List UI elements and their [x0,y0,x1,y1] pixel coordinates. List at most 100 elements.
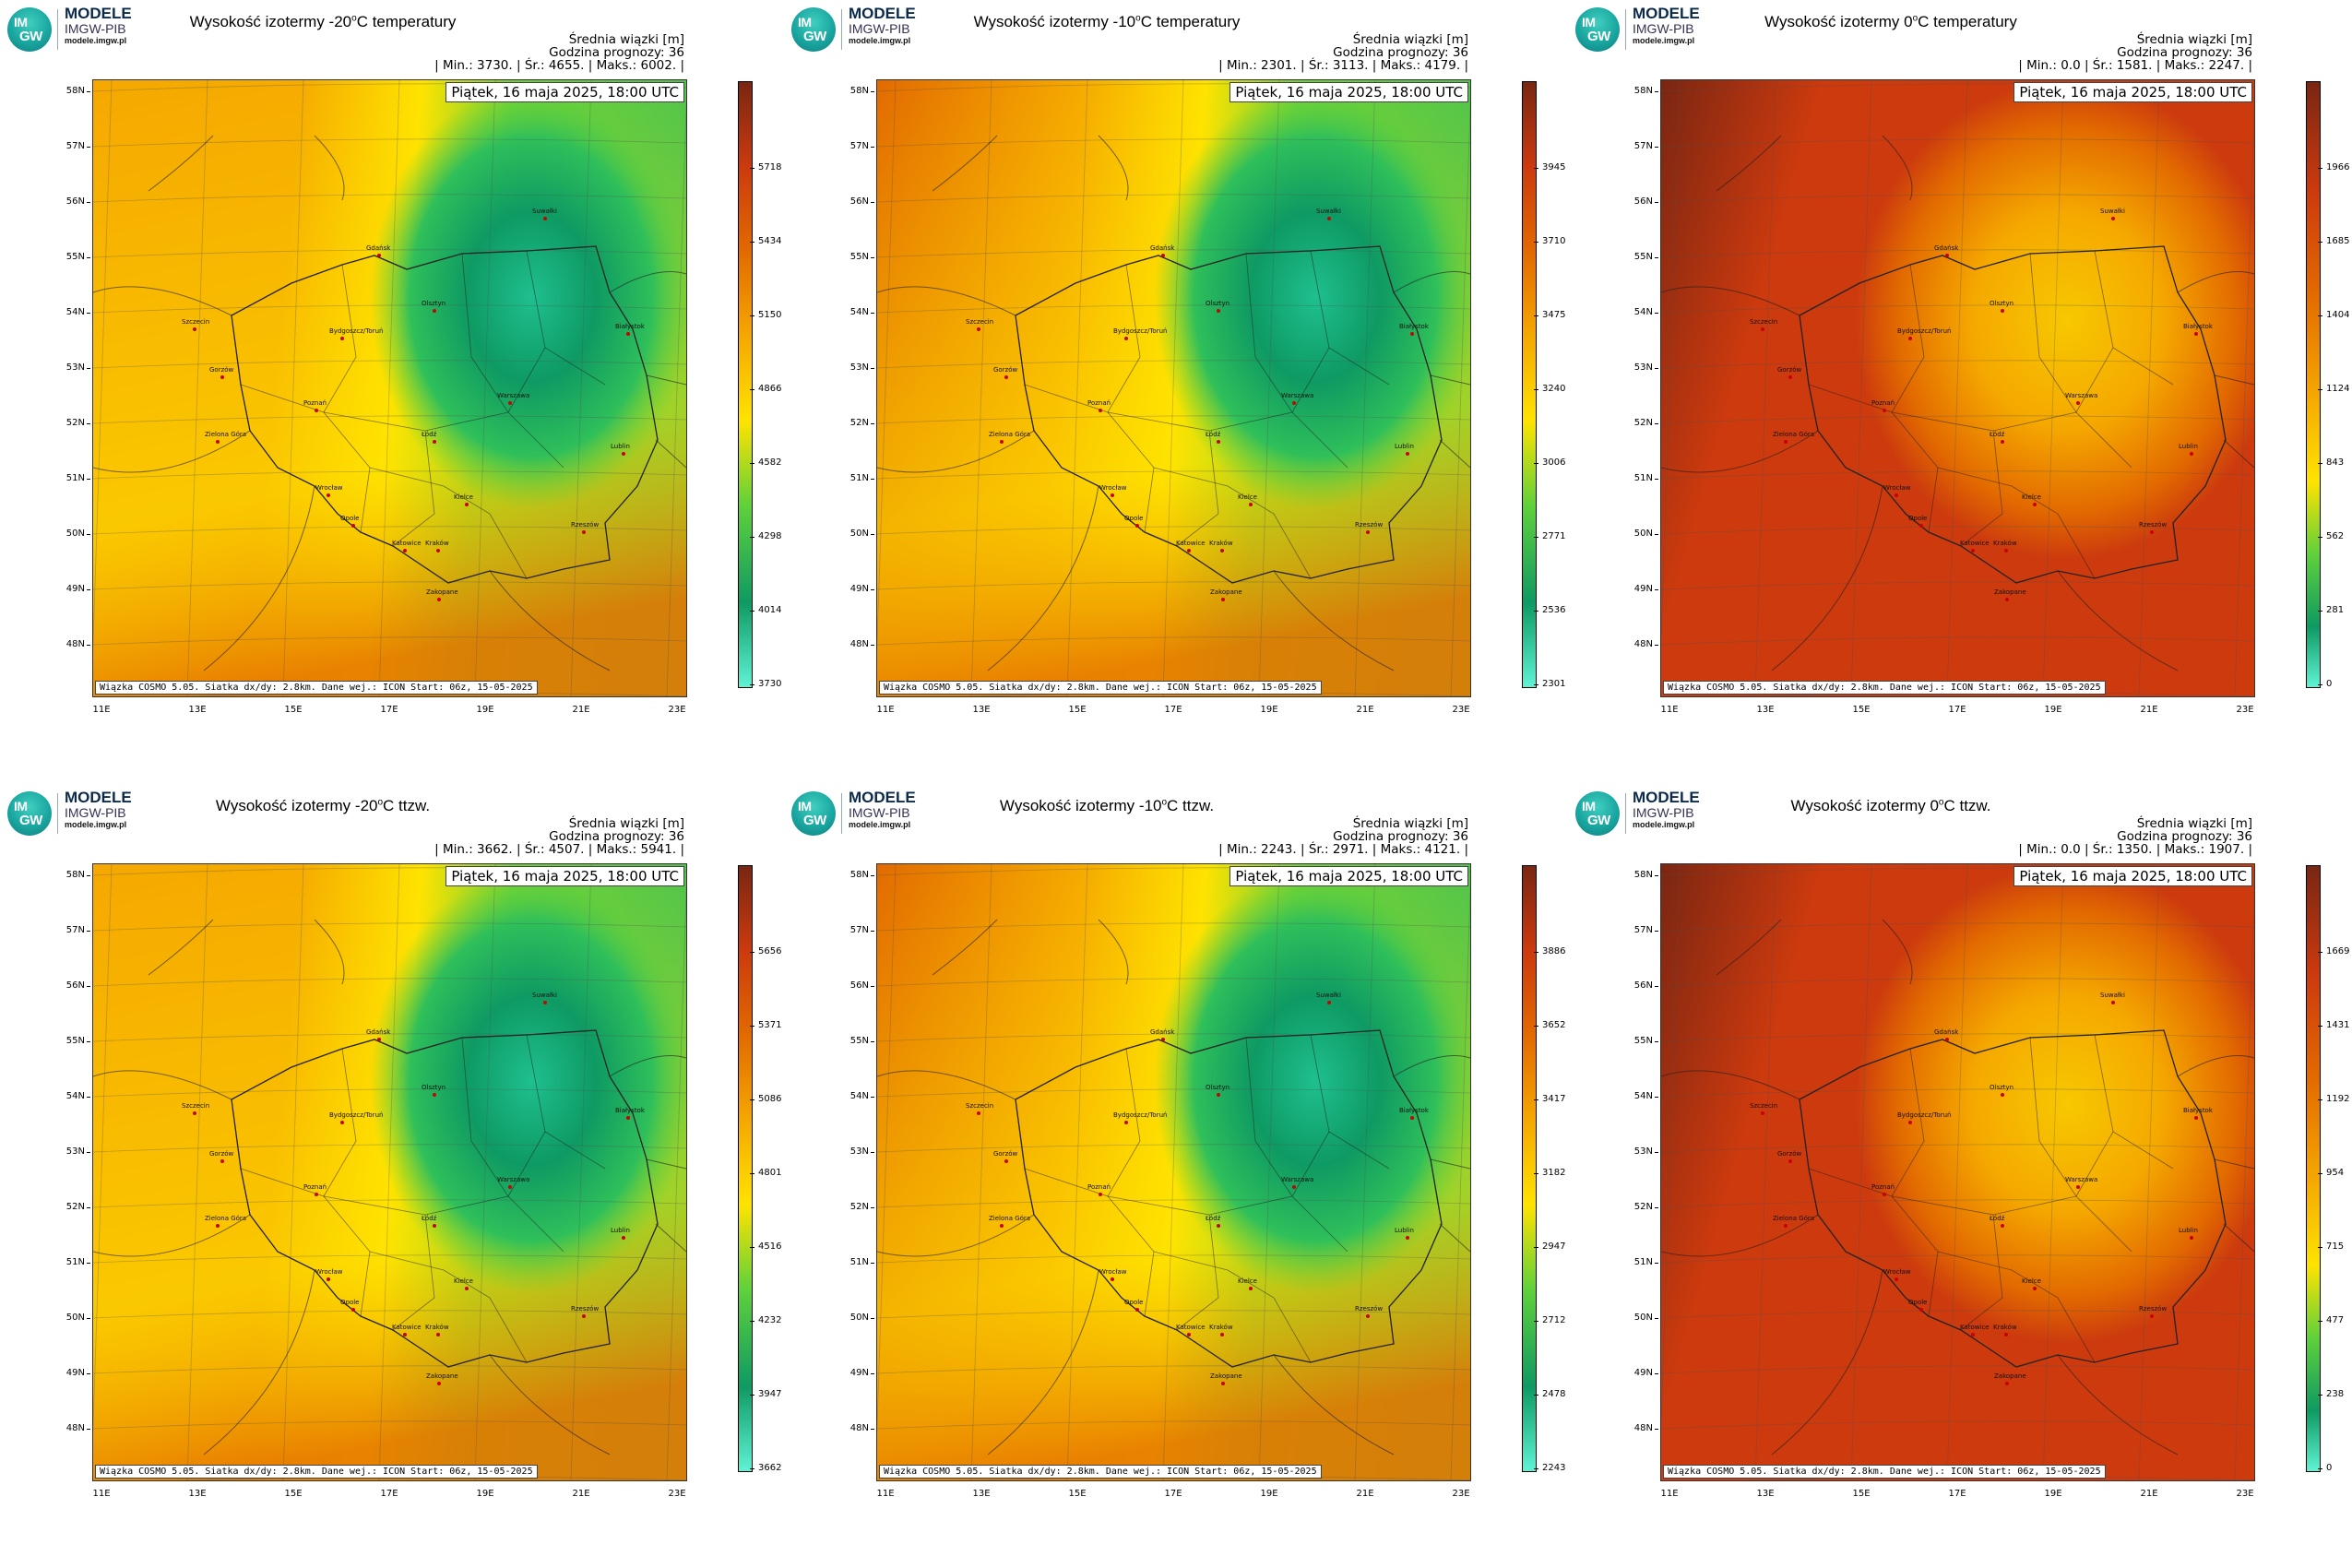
city-label: Suwałki [1316,992,1341,999]
latitude-label: 57N [836,141,874,151]
city-label: Rzeszów [571,521,600,529]
parallel-line [93,415,686,424]
colorbar-tick: 3662 [749,1463,782,1473]
city-marker [543,217,547,220]
latitude-label: 54N [52,1091,90,1101]
colorbar [2306,865,2321,1472]
meridian-line [282,80,304,696]
city-marker [1099,409,1102,412]
city-label: Poznań [303,399,327,407]
colorbar-tick: 2301 [1533,679,1566,689]
city-marker [1292,1185,1296,1189]
logo-divider [57,793,58,834]
province-border [392,430,435,547]
city-label: Katowice [392,1324,422,1331]
parallel-line [1661,1199,2254,1208]
city-marker [1784,440,1788,444]
stats-block: Średnia wiązki [m] Godzina prognozy: 36 | … [2018,817,2252,856]
city-label: Bydgoszcz/Toruń [329,1111,384,1119]
forecast-date: Piątek, 16 maja 2025, 18:00 UTC [1229,82,1468,102]
mean-label: Średnia wiązki [m] [2136,32,2252,47]
latitude-label: 54N [1620,1091,1658,1101]
city-label: Opole [1124,515,1144,522]
province-border [507,347,546,413]
longitude-label: 15E [1068,705,1087,715]
city-marker [1883,1193,1886,1196]
latitude-label: 50N [836,529,874,539]
country-border [1661,430,1819,473]
longitude-label: 17E [380,705,398,715]
colorbar-tick: 2947 [1533,1241,1566,1252]
logo-url: modele.imgw.pl [1633,820,1695,829]
meridian-line [1850,80,1872,696]
parallel-line [877,1254,1470,1264]
logo-divider [57,9,58,50]
province-border [1176,1214,1219,1331]
longitude-label: 13E [972,705,991,715]
colorbar-tick: 477 [2317,1315,2345,1325]
city-marker [2005,1382,2009,1385]
city-marker [327,1277,330,1281]
city-label: Szczecin [1750,1102,1778,1110]
latitude-label: 53N [52,1146,90,1157]
colorbar-tick: 3886 [1533,946,1566,956]
forecast-date: Piątek, 16 maja 2025, 18:00 UTC [445,866,684,886]
city-marker [1111,493,1114,497]
longitude-label: 13E [1756,1489,1775,1499]
longitude-label: 23E [668,705,686,715]
longitude-label: 13E [188,705,207,715]
city-marker [1908,337,1912,340]
city-marker [1784,1224,1788,1228]
colorbar-tick: 4582 [749,457,782,468]
parallel-line [93,138,686,148]
city-marker [1135,1308,1139,1312]
country-border [987,485,1099,671]
city-label: Lublin [1395,443,1414,450]
longitude-label: 11E [92,705,111,715]
city-marker [626,332,630,336]
colorbar-tick: 843 [2317,457,2345,468]
logo-title: MODELE [849,789,916,806]
city-marker [1099,1193,1102,1196]
latitude-label: 57N [836,925,874,935]
province-border [1937,467,2096,579]
city-label: Rzeszów [1355,1305,1384,1313]
city-marker [1161,1038,1165,1041]
parallel-line [93,470,686,480]
logo-subtitle: IMGW-PIB [65,805,126,820]
city-label: Gdańsk [1934,244,1959,252]
meridian-line [970,864,992,1480]
city-label: Łódź [1206,431,1221,438]
city-marker [1124,1121,1128,1124]
city-marker [1327,1001,1331,1004]
city-label: Gorzów [1777,1150,1802,1158]
meridian-line [2042,864,2064,1480]
city-label: Olsztyn [422,300,446,307]
city-marker [1000,1224,1004,1228]
latitude-label: 49N [1620,584,1658,594]
map-panel: IM GW MODELE IMGW-PIB modele.imgw.pl Wysokość… [784,0,1568,784]
country-border [2214,1158,2254,1170]
latitude-label: 55N [52,252,90,262]
longitude-label: 17E [1164,1489,1182,1499]
warm-area [1855,80,2254,560]
latitude-label: 51N [836,473,874,483]
parallel-line [93,194,686,203]
city-marker [1410,332,1414,336]
colorbar [2306,81,2321,688]
longitude-label: 21E [1356,1489,1374,1499]
parallel-line [1661,581,2254,590]
city-marker [1000,440,1004,444]
warm-area [1855,864,2254,1344]
panel-title: Wysokość izotermy 0oC temperatury [1764,13,2017,30]
city-label: Kielce [454,1277,473,1285]
city-label: Zielona Góra [989,1215,1031,1222]
city-label: Łódź [1990,1215,2005,1222]
panel-title: Wysokość izotermy -20oC temperatury [189,13,457,30]
latitude-label: 53N [1620,1146,1658,1157]
city-marker [1111,1277,1114,1281]
low-height-area [1154,85,1470,509]
city-marker [1919,1308,1923,1312]
meridian-line [1066,864,1088,1480]
colorbar-tick: 3945 [1533,162,1566,172]
